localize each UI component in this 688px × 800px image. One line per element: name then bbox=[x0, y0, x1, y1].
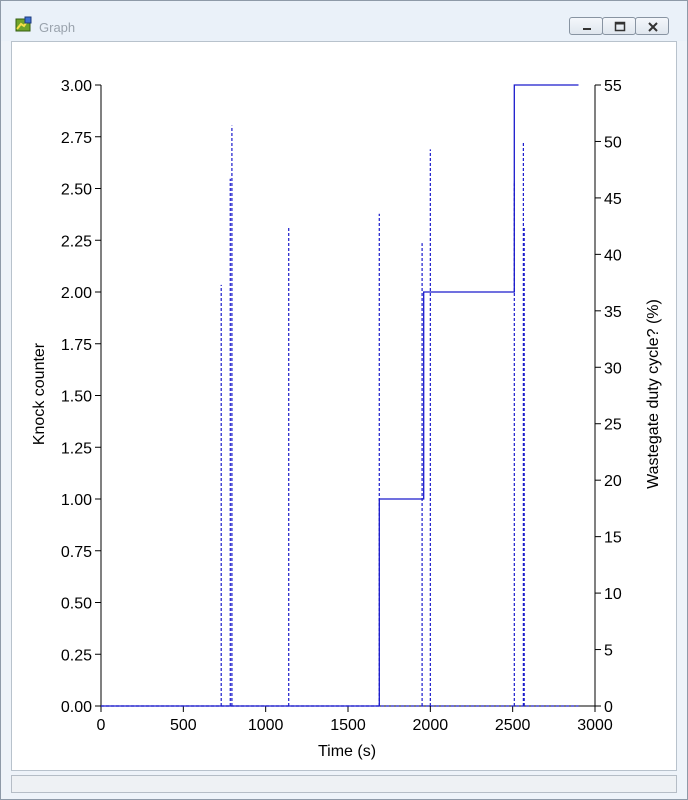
x-tick-label: 2000 bbox=[413, 717, 449, 734]
right-tick-label: 45 bbox=[604, 191, 622, 208]
close-icon bbox=[648, 22, 658, 32]
restore-icon bbox=[614, 21, 626, 32]
left-tick-label: 0.75 bbox=[61, 544, 92, 561]
left-tick-label: 2.00 bbox=[61, 285, 92, 302]
graph-area: 0.00 0.25 0.50 0.75 1.00 1.25 1.50 1.75 2.00 2.25… bbox=[11, 41, 677, 771]
graph-app-icon[interactable] bbox=[15, 16, 33, 34]
right-tick-label: 35 bbox=[604, 304, 622, 321]
restore-button[interactable] bbox=[602, 17, 636, 35]
right-tick-label: 25 bbox=[604, 417, 622, 434]
left-tick-label: 2.50 bbox=[61, 182, 92, 199]
minimize-icon bbox=[583, 28, 591, 30]
left-axis-label: Knock counter bbox=[31, 342, 48, 445]
left-tick-label: 0.00 bbox=[61, 699, 92, 716]
right-tick-label: 10 bbox=[604, 586, 622, 603]
x-tick-label: 500 bbox=[170, 717, 197, 734]
minimize-button[interactable] bbox=[569, 17, 603, 35]
left-tick-label: 1.75 bbox=[61, 337, 92, 354]
x-tick-label: 1000 bbox=[248, 717, 284, 734]
left-tick-label: 3.00 bbox=[61, 78, 92, 95]
left-tick-label: 2.75 bbox=[61, 130, 92, 147]
left-tick-label: 1.25 bbox=[61, 440, 92, 457]
series-layer bbox=[101, 84, 579, 707]
close-button[interactable] bbox=[635, 17, 669, 35]
right-tick-label: 0 bbox=[604, 699, 613, 716]
right-tick-label: 15 bbox=[604, 530, 622, 547]
title-bar[interactable]: Graph bbox=[1, 1, 687, 41]
x-axis-label: Time (s) bbox=[318, 743, 376, 760]
left-axis: 0.00 0.25 0.50 0.75 1.00 1.25 1.50 1.75 2.00 2.25… bbox=[61, 78, 102, 716]
right-tick-label: 40 bbox=[604, 247, 622, 264]
right-tick-label: 50 bbox=[604, 134, 622, 151]
left-tick-label: 2.25 bbox=[61, 233, 92, 250]
window-title: Graph bbox=[39, 20, 76, 35]
left-tick-label: 1.50 bbox=[61, 389, 92, 406]
status-bar bbox=[11, 775, 677, 793]
knock-wastegate-chart: 0.00 0.25 0.50 0.75 1.00 1.25 1.50 1.75 2.00 2.25… bbox=[31, 78, 662, 760]
right-axis: 0 5 10 15 20 25 30 35 40 45 50 55 bbox=[594, 78, 622, 716]
left-tick-label: 0.25 bbox=[61, 647, 92, 664]
knock-counter-line bbox=[101, 84, 579, 707]
x-tick-label: 2500 bbox=[495, 717, 531, 734]
right-tick-label: 30 bbox=[604, 360, 622, 377]
x-axis: 0 500 1000 1500 2000 2500 3000 bbox=[97, 705, 613, 734]
right-tick-label: 55 bbox=[604, 78, 622, 95]
right-tick-label: 20 bbox=[604, 473, 622, 490]
left-tick-label: 0.50 bbox=[61, 596, 92, 613]
x-tick-label: 3000 bbox=[577, 717, 613, 734]
x-tick-label: 0 bbox=[97, 717, 106, 734]
window-controls bbox=[569, 17, 669, 37]
x-tick-label: 1500 bbox=[330, 717, 366, 734]
right-tick-label: 5 bbox=[604, 643, 613, 660]
left-tick-label: 1.00 bbox=[61, 492, 92, 509]
right-axis-label: Wastegate duty cycle? (%) bbox=[645, 299, 662, 489]
